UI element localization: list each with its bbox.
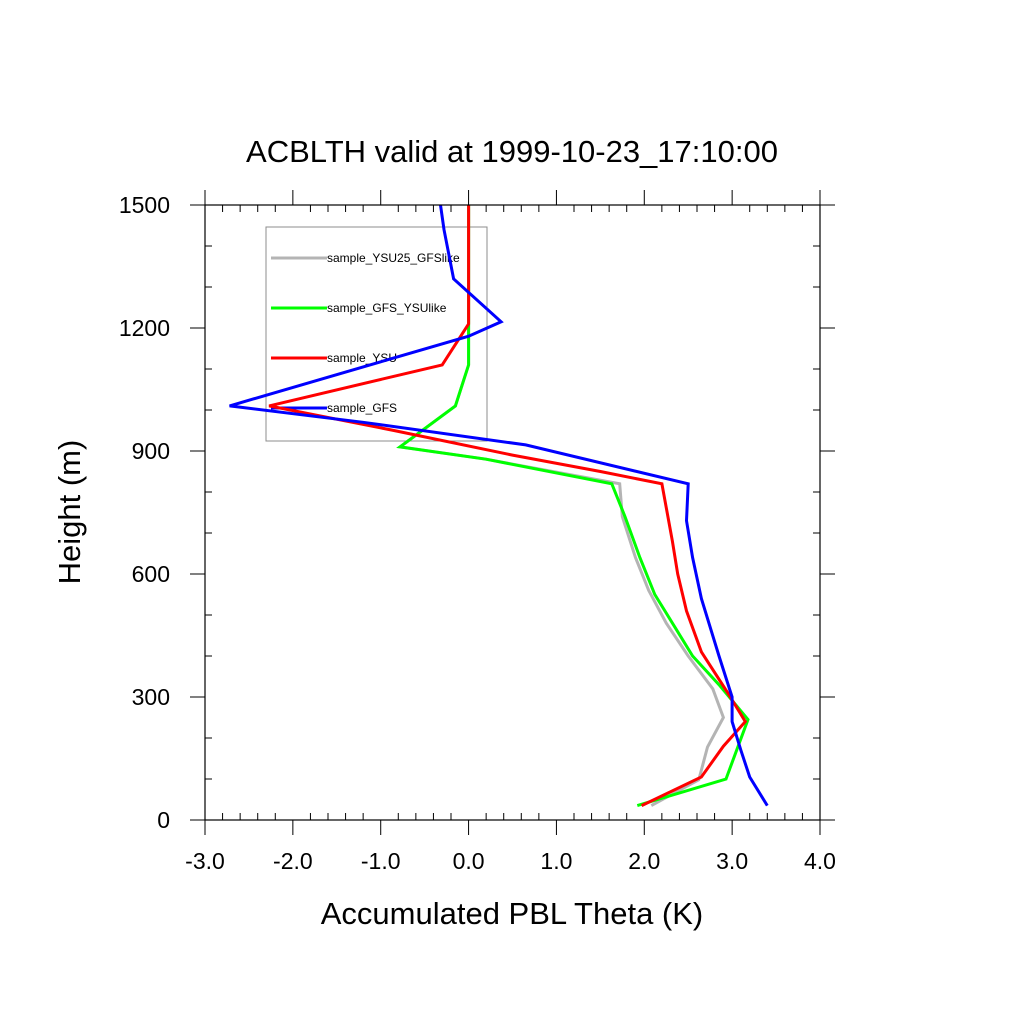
y-tick-label: 900 (132, 438, 170, 464)
x-axis-title: Accumulated PBL Theta (K) (321, 896, 704, 931)
plot-frame (204, 204, 821, 821)
x-tick-label: 2.0 (628, 848, 660, 874)
legend-label: sample_YSU (327, 351, 397, 365)
legend-label: sample_YSU25_GFSlike (327, 251, 460, 265)
x-tick-label: -2.0 (273, 848, 313, 874)
x-tick-labels: -3.0 -2.0 -1.0 0.0 1.0 2.0 3.0 4.0 (185, 848, 836, 874)
y-tick-label: 600 (132, 561, 170, 587)
legend: sample_YSU25_GFSlike sample_GFS_YSUlikesa… (265, 226, 488, 442)
x-tick-label: -1.0 (361, 848, 401, 874)
y-tick-label: 0 (157, 807, 170, 833)
y-axis-title: Height (m) (52, 440, 87, 585)
y-tick-label: 300 (132, 684, 170, 710)
y-tick-labels: 0 300 600 900 1200 1500 (119, 192, 170, 833)
y-tick-label: 1500 (119, 192, 170, 218)
tick-marks (190, 190, 835, 835)
x-tick-label: 3.0 (716, 848, 748, 874)
x-tick-label: -3.0 (185, 848, 225, 874)
legend-label: sample_GFS (327, 401, 397, 415)
y-tick-label: 1200 (119, 315, 170, 341)
series-line-sample_GFS (229, 204, 769, 807)
chart-title: ACBLTH valid at 1999-10-23_17:10:00 (246, 134, 778, 169)
series-line-sample_YSU (268, 205, 748, 807)
x-tick-label: 1.0 (540, 848, 572, 874)
x-tick-label: 4.0 (804, 848, 836, 874)
legend-label: sample_GFS_YSUlike (327, 301, 447, 315)
plot-lines (229, 204, 769, 808)
x-tick-label: 0.0 (453, 848, 485, 874)
legend-box (265, 226, 488, 442)
